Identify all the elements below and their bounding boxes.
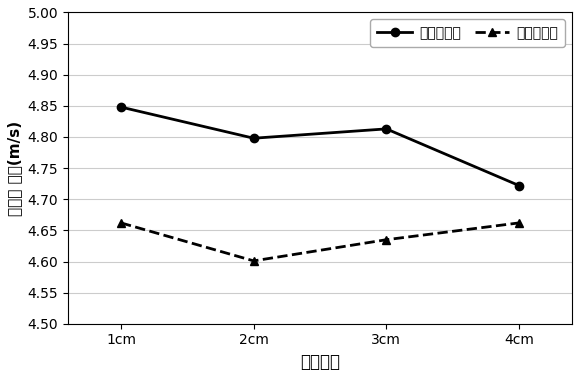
고로슬래그 xyxy=(515,183,522,188)
X-axis label: 피복두께: 피복두께 xyxy=(300,353,340,371)
고로슬래그 xyxy=(250,136,257,141)
Line: 고로슬래그: 고로슬래그 xyxy=(117,103,523,190)
고로슬래그 xyxy=(383,127,390,131)
플라이애슈 xyxy=(250,259,257,263)
플라이애슈 xyxy=(515,221,522,225)
Legend: 고로슬래그, 플라이애슈: 고로슬래그, 플라이애슈 xyxy=(370,19,565,47)
플라이애슈 xyxy=(118,221,124,225)
고로슬래그 xyxy=(118,105,124,109)
Line: 플라이애슈: 플라이애슈 xyxy=(117,219,523,265)
플라이애슈 xyxy=(383,237,390,242)
Y-axis label: 초음파 속도(m/s): 초음파 속도(m/s) xyxy=(7,121,22,216)
